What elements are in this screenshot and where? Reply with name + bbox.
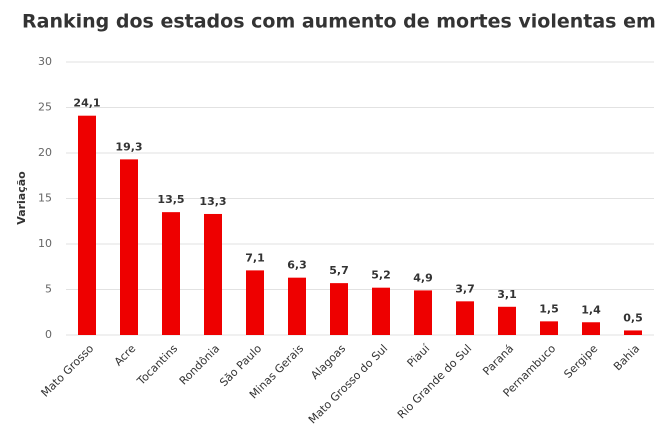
y-tick-label: 20 [38,146,52,159]
x-tick-label: Rio Grande do Sul [395,342,474,421]
y-tick-label: 0 [45,328,52,341]
value-label: 6,3 [287,259,307,272]
value-label: 3,7 [455,282,475,295]
bar [414,290,432,335]
bar [204,213,222,335]
y-axis-label: Variação [15,171,28,225]
value-label: 24,1 [73,97,100,110]
x-tick-label: Piauí [405,341,433,369]
bar [288,277,306,335]
value-label: 19,3 [115,140,142,153]
value-label: 5,2 [371,269,391,282]
bar [456,301,474,335]
bar [78,115,96,335]
bar [120,159,138,335]
y-tick-label: 30 [38,55,52,68]
value-label: 1,5 [539,302,559,315]
bar [498,306,516,335]
x-tick-label: Sergipe [561,342,600,381]
value-label: 4,9 [413,271,433,284]
chart-title: Ranking dos estados com aumento de morte… [22,11,663,33]
bar [246,270,264,335]
value-label: 13,5 [157,193,184,206]
value-label: 13,3 [199,195,226,208]
y-tick-label: 25 [38,101,52,114]
bar [624,330,642,335]
value-label: 5,7 [329,264,349,277]
bar [330,283,348,335]
y-tick-label: 10 [38,237,52,250]
x-tick-label: Mato Grosso do Sul [306,342,390,426]
x-tick-label: Tocantins [134,342,180,388]
value-label: 0,5 [623,311,643,324]
bar [582,322,600,335]
x-tick-label: Alagoas [308,342,348,382]
value-label: 1,4 [581,303,601,316]
x-tick-label: Acre [112,342,139,369]
value-label: 3,1 [497,288,517,301]
value-label: 7,1 [245,251,265,264]
bar [372,287,390,335]
y-tick-label: 5 [45,283,52,296]
x-tick-label: Paraná [480,342,516,378]
y-tick-label: 15 [38,192,52,205]
bar [540,321,558,335]
x-tick-label: Bahia [611,342,642,373]
x-tick-label: Mato Grosso [39,342,97,400]
x-tick-label: Rondônia [177,342,222,387]
bar [162,212,180,335]
